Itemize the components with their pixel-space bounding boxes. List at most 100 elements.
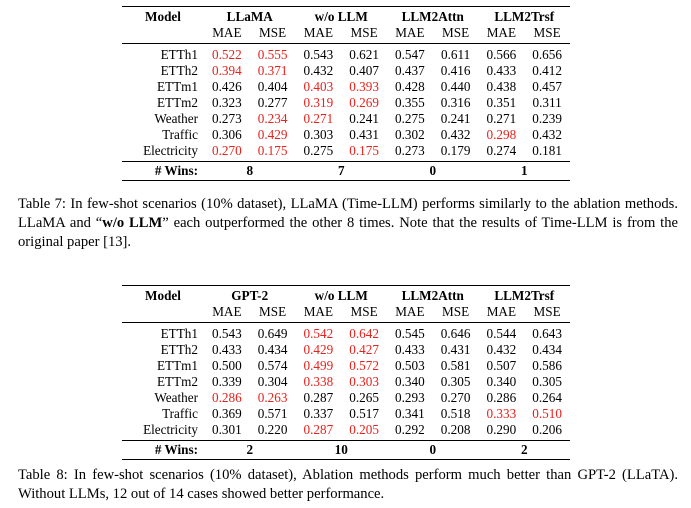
table-row: ETTh2 0.394 0.371 0.432 0.407 0.437 0.416 0.433… — [122, 63, 570, 79]
results-table: Model LLaMA w/o LLM LLM2Attn LLM2Trsf MA… — [122, 6, 570, 181]
caption-text: Table 7: In few-shot scenarios (10% data… — [18, 196, 678, 231]
dataset-label: ETTh1 — [122, 322, 204, 342]
value-cell: 0.269 — [349, 95, 379, 110]
value-cell: 0.220 — [257, 422, 288, 437]
value-cell: 0.416 — [440, 63, 471, 78]
value-cell: 0.432 — [532, 127, 562, 142]
value-cell: 0.544 — [478, 322, 525, 342]
value-cell: 0.518 — [440, 406, 471, 421]
value-cell: 0.271 — [303, 111, 334, 126]
value-cell: 0.437 — [395, 63, 425, 78]
dataset-label: Traffic — [162, 127, 198, 142]
value-cell: 0.337 — [303, 406, 334, 421]
value-cell: 0.302 — [395, 127, 425, 142]
value-cell: 0.292 — [395, 422, 425, 437]
table-row: Traffic 0.306 0.429 0.303 0.431 0.302 0.432 0.2… — [122, 127, 570, 143]
group-header: LLM2Attn — [386, 6, 479, 25]
value-cell: 0.205 — [349, 422, 379, 437]
group-header: LLM2Attn — [386, 285, 479, 304]
value-cell: 0.503 — [395, 358, 425, 373]
value-cell: 0.175 — [257, 143, 288, 158]
value-cell: 0.586 — [532, 358, 562, 373]
wins-count: 0 — [386, 440, 479, 460]
dataset-label: ETTm2 — [156, 374, 198, 389]
value-cell: 0.273 — [395, 143, 425, 158]
table-8-caption: Table 8: In few-shot scenarios (10% data… — [18, 466, 678, 504]
metric-header: MSE — [533, 304, 561, 319]
value-cell: 0.440 — [440, 79, 471, 94]
value-cell: 0.179 — [440, 143, 471, 158]
value-cell: 0.323 — [212, 95, 242, 110]
value-cell: 0.303 — [349, 374, 379, 389]
group-header: LLM2Trsf — [478, 285, 570, 304]
dataset-label: ETTm1 — [156, 79, 198, 94]
value-cell: 0.547 — [386, 43, 433, 63]
value-cell: 0.611 — [432, 43, 479, 63]
table-row: Weather 0.273 0.234 0.271 0.241 0.275 0.241 0.2… — [122, 111, 570, 127]
value-cell: 0.517 — [349, 406, 379, 421]
dataset-label: ETTm2 — [156, 95, 198, 110]
value-cell: 0.426 — [212, 79, 242, 94]
value-cell: 0.241 — [440, 111, 471, 126]
wins-count: 10 — [295, 440, 387, 460]
value-cell: 0.412 — [532, 63, 562, 78]
table-body: ETTh1 0.543 0.649 0.542 0.642 0.545 0.646 0.544… — [122, 322, 570, 441]
value-cell: 0.646 — [432, 322, 479, 342]
table-row: ETTm1 0.426 0.404 0.403 0.393 0.428 0.440 0.438… — [122, 79, 570, 95]
value-cell: 0.403 — [303, 79, 334, 94]
value-cell: 0.429 — [257, 127, 288, 142]
value-cell: 0.286 — [486, 390, 517, 405]
value-cell: 0.338 — [303, 374, 334, 389]
value-cell: 0.581 — [440, 358, 471, 373]
value-cell: 0.438 — [486, 79, 517, 94]
value-cell: 0.543 — [203, 322, 250, 342]
value-cell: 0.273 — [212, 111, 242, 126]
value-cell: 0.339 — [212, 374, 242, 389]
value-cell: 0.275 — [303, 143, 334, 158]
wins-count: 2 — [478, 440, 570, 460]
value-cell: 0.305 — [440, 374, 471, 389]
metric-header: MAE — [303, 25, 334, 40]
value-cell: 0.500 — [212, 358, 242, 373]
value-cell: 0.355 — [395, 95, 425, 110]
caption-text: Table 8: In few-shot scenarios (10% data… — [18, 467, 678, 502]
wins-label: # Wins: — [122, 440, 204, 460]
wins-count: 8 — [203, 161, 296, 181]
value-cell: 0.433 — [212, 342, 242, 357]
table-7: Model LLaMA w/o LLM LLM2Attn LLM2Trsf MA… — [122, 6, 570, 181]
value-cell: 0.303 — [303, 127, 334, 142]
value-cell: 0.432 — [440, 127, 471, 142]
value-cell: 0.457 — [532, 79, 562, 94]
metric-header: MAE — [395, 25, 425, 40]
dataset-label: Electricity — [143, 422, 198, 437]
value-cell: 0.394 — [212, 63, 242, 78]
value-cell: 0.271 — [486, 111, 517, 126]
dataset-label: ETTh2 — [160, 342, 198, 357]
metric-header: MAE — [212, 304, 242, 319]
metric-header: MSE — [259, 304, 287, 319]
value-cell: 0.407 — [349, 63, 379, 78]
value-cell: 0.341 — [395, 406, 425, 421]
value-cell: 0.499 — [303, 358, 334, 373]
value-cell: 0.571 — [257, 406, 288, 421]
value-cell: 0.522 — [203, 43, 250, 63]
wins-count: 0 — [386, 161, 479, 181]
value-cell: 0.507 — [486, 358, 517, 373]
value-cell: 0.316 — [440, 95, 471, 110]
blank-header-cell — [122, 304, 204, 323]
value-cell: 0.643 — [524, 322, 570, 342]
value-cell: 0.206 — [532, 422, 562, 437]
value-cell: 0.274 — [486, 143, 517, 158]
metric-header: MAE — [486, 25, 517, 40]
value-cell: 0.433 — [395, 342, 425, 357]
value-cell: 0.287 — [303, 422, 334, 437]
value-cell: 0.431 — [440, 342, 471, 357]
table-body: ETTh1 0.522 0.555 0.543 0.621 0.547 0.611 0.566… — [122, 43, 570, 162]
blank-header-cell — [122, 25, 204, 44]
value-cell: 0.545 — [386, 322, 433, 342]
value-cell: 0.241 — [349, 111, 379, 126]
value-cell: 0.290 — [486, 422, 517, 437]
dataset-label: Weather — [154, 390, 198, 405]
metric-header: MSE — [350, 25, 378, 40]
value-cell: 0.404 — [257, 79, 288, 94]
